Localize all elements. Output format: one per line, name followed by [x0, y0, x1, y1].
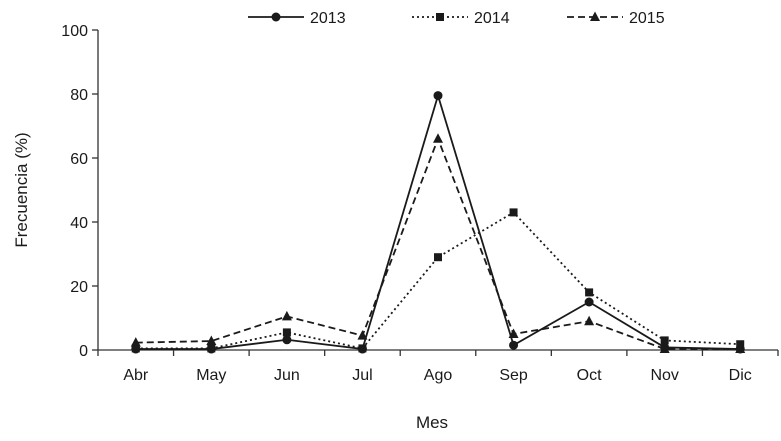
x-tick-label: Sep: [499, 367, 528, 384]
y-tick-label: 0: [79, 343, 88, 360]
data-point: [659, 343, 670, 354]
y-tick-label: 20: [70, 279, 88, 296]
data-point: [282, 335, 292, 345]
series-line-2014: [135, 211, 741, 350]
series-line-2015: [135, 136, 741, 350]
series-2015: [130, 133, 746, 354]
x-tick-label: Abr: [123, 367, 149, 384]
data-point: [584, 315, 595, 326]
data-point: [282, 328, 291, 337]
data-point: [433, 133, 443, 143]
y-axis-title: Frecuencia (%): [12, 132, 31, 247]
data-point: [584, 297, 594, 307]
data-point: [281, 310, 292, 321]
data-point: [434, 253, 442, 262]
legend-marker: [590, 11, 600, 21]
series-2014: [131, 208, 745, 353]
data-point: [509, 208, 518, 217]
y-tick-label: 80: [70, 87, 88, 104]
legend-label: 2015: [629, 10, 665, 27]
data-point: [508, 328, 519, 338]
x-tick-label: May: [196, 367, 226, 384]
series-lines: [130, 91, 746, 354]
x-tick-label: Nov: [650, 367, 678, 384]
legend-marker: [436, 13, 444, 21]
legend-label: 2013: [310, 10, 346, 27]
x-tick-label: Jun: [274, 367, 300, 384]
x-axis-title: Mes: [416, 413, 448, 432]
x-tick-label: Ago: [424, 367, 453, 384]
data-point: [735, 343, 746, 354]
data-point: [207, 344, 216, 353]
x-tick-label: Oct: [577, 367, 602, 384]
series-2013: [131, 91, 745, 354]
data-point: [358, 344, 367, 353]
x-tick-label: Dic: [729, 367, 752, 384]
legend-item-2014: 2014: [412, 10, 510, 27]
data-point: [206, 335, 217, 346]
legend-item-2013: 2013: [248, 10, 346, 27]
legend-marker: [271, 12, 281, 22]
data-point: [131, 344, 140, 353]
data-point: [660, 336, 669, 345]
y-tick-label: 100: [61, 23, 88, 40]
x-tick-label: Jul: [352, 367, 372, 384]
y-tick-label: 40: [70, 215, 88, 232]
legend: 2013 2014 2015: [248, 10, 665, 27]
data-point: [509, 340, 519, 350]
legend-label: 2014: [474, 10, 510, 27]
data-point: [585, 288, 594, 297]
data-point: [130, 337, 141, 347]
y-tick-label: 60: [70, 151, 88, 168]
legend-item-2015: 2015: [567, 10, 665, 27]
data-point: [357, 330, 368, 340]
axes: 0 20 40 60 80 100 Abr May Jun Jul Ago Sep Oct Nov Dic: [61, 23, 779, 384]
data-point: [433, 91, 443, 101]
